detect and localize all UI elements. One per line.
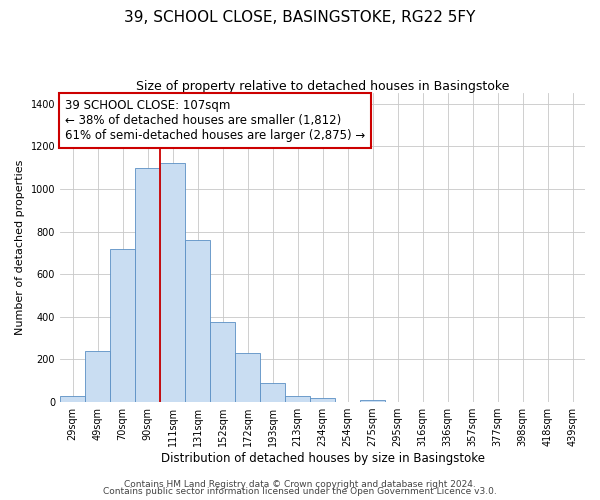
Bar [135,168,160,402]
Bar [110,248,135,402]
Text: Contains HM Land Registry data © Crown copyright and database right 2024.: Contains HM Land Registry data © Crown c… [124,480,476,489]
Bar [260,383,285,402]
Bar [310,398,335,402]
Text: Contains public sector information licensed under the Open Government Licence v3: Contains public sector information licen… [103,487,497,496]
Bar [210,322,235,402]
Bar [160,164,185,402]
Bar [285,396,310,402]
Bar [85,351,110,402]
Bar [185,240,210,402]
Text: 39 SCHOOL CLOSE: 107sqm
← 38% of detached houses are smaller (1,812)
61% of semi: 39 SCHOOL CLOSE: 107sqm ← 38% of detache… [65,99,365,142]
Bar [60,396,85,402]
Title: Size of property relative to detached houses in Basingstoke: Size of property relative to detached ho… [136,80,509,93]
X-axis label: Distribution of detached houses by size in Basingstoke: Distribution of detached houses by size … [161,452,485,465]
Y-axis label: Number of detached properties: Number of detached properties [15,160,25,335]
Bar [235,353,260,402]
Bar [360,400,385,402]
Text: 39, SCHOOL CLOSE, BASINGSTOKE, RG22 5FY: 39, SCHOOL CLOSE, BASINGSTOKE, RG22 5FY [124,10,476,25]
